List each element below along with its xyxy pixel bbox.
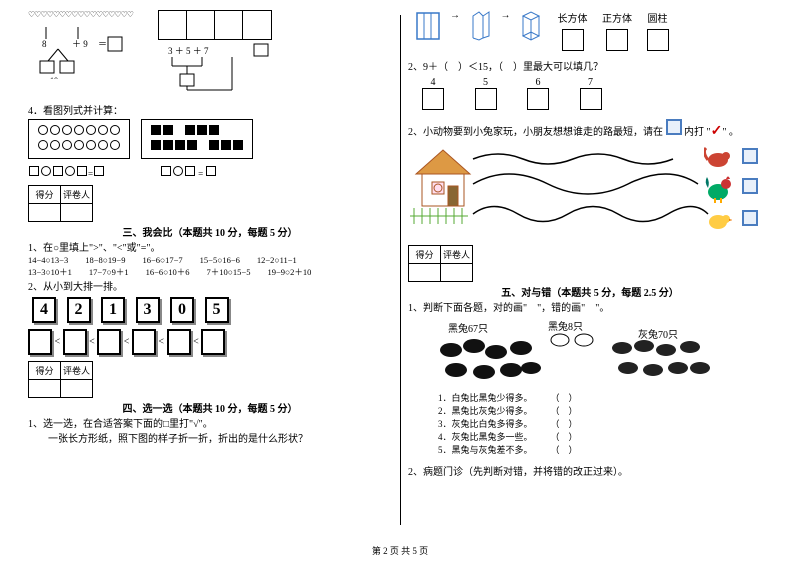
- shapes-row: → → 长方体 正方体 圆柱: [408, 10, 772, 54]
- right-column: → → 长方体 正方体 圆柱 2、9＋（ ）＜15，（ ）里最大可以填几？ 4 …: [400, 10, 780, 478]
- hearts-row: ♡♡♡♡♡♡♡♡♡♡♡♡♡♡♡♡♡: [28, 10, 138, 19]
- path-diagram: [408, 144, 772, 239]
- section-3-title: 三、我会比（本题共 10 分，每题 5 分）: [28, 224, 392, 239]
- s4-q1: 1、选一选，在合适答案下面的□里打"√"。: [28, 415, 392, 430]
- left-column: ♡♡♡♡♡♡♡♡♡♡♡♡♡♡♡♡♡ 8 ＋ 9 ＝ 10 3 ＋ 5 ＋ 7: [20, 10, 400, 478]
- score-box-3: 得分评卷人: [28, 185, 93, 222]
- svg-text:3 ＋ 5 ＋ 7: 3 ＋ 5 ＋ 7: [168, 46, 209, 56]
- s4-sub: 一张长方形纸，照下图的样子折一折，折出的是什么形状？: [28, 430, 392, 445]
- section-5-title: 五、对与错（本题共 5 分，每题 2.5 分）: [408, 284, 772, 299]
- s3-q1: 1、在○里填上">"、"<"或"="。: [28, 239, 392, 254]
- svg-text:＝: ＝: [98, 39, 107, 49]
- tf-list: 1．白兔比黑兔少得多。 （ ） 2．黑兔比灰兔少得多。 （ ） 3．灰兔比白兔多…: [438, 392, 772, 457]
- q4-label: 4．看图列式并计算：: [28, 102, 392, 117]
- tree-diagram-1: 8 ＋ 9 ＝ 10: [28, 19, 138, 79]
- number-cards: 4 2 1 3 0 5: [28, 297, 392, 323]
- column-divider: [400, 15, 401, 525]
- s3-line1: 14−4○13−3 18−8○19−9 16−6○17−7 15−5○16−6 …: [28, 254, 392, 266]
- answer-line-1: =: [28, 169, 107, 179]
- s5-q1: 1、判断下面各题，对的画" "，错的画" "。: [408, 299, 772, 314]
- svg-text:10: 10: [50, 76, 58, 79]
- s3-line2: 13−3○10＋1 17−7○9＋1 16−6○10＋6 7＋10○15−5 1…: [28, 266, 392, 278]
- s3-q2: 2、从小到大排一排。: [28, 278, 392, 293]
- strip-rects: [158, 10, 272, 40]
- answer-line-2: =: [160, 169, 218, 179]
- options-row: 4 5 6 7: [408, 77, 772, 113]
- s5-q2: 2、病题门诊（先判断对错，并将错的改正过来）。: [408, 463, 772, 478]
- page-footer: 第 2 页 共 5 页: [0, 544, 800, 557]
- section-4-title: 四、选一选（本题共 10 分，每题 5 分）: [28, 400, 392, 415]
- score-box-4: 得分评卷人: [28, 361, 93, 398]
- svg-text:＋ 9: ＋ 9: [72, 39, 88, 49]
- panel-circles: [28, 119, 130, 159]
- arrange-row: < < < < <: [28, 329, 392, 355]
- panel-squares: [141, 119, 253, 159]
- page-container: ♡♡♡♡♡♡♡♡♡♡♡♡♡♡♡♡♡ 8 ＋ 9 ＝ 10 3 ＋ 5 ＋ 7: [20, 0, 780, 488]
- score-box-5: 得分评卷人: [408, 245, 473, 282]
- rabbit-diagram: 黑兔67只 灰兔70只 黑兔8只: [408, 318, 772, 388]
- tree-diagram-2: 3 ＋ 5 ＋ 7: [158, 42, 308, 97]
- path-question: 2、小动物要到小兔家玩，小朋友想想谁走的路最短，请在 内打 "✓" 。: [408, 119, 772, 140]
- fill-eq: 2、9＋（ ）＜15，（ ）里最大可以填几？: [408, 58, 772, 73]
- svg-text:8: 8: [42, 39, 47, 49]
